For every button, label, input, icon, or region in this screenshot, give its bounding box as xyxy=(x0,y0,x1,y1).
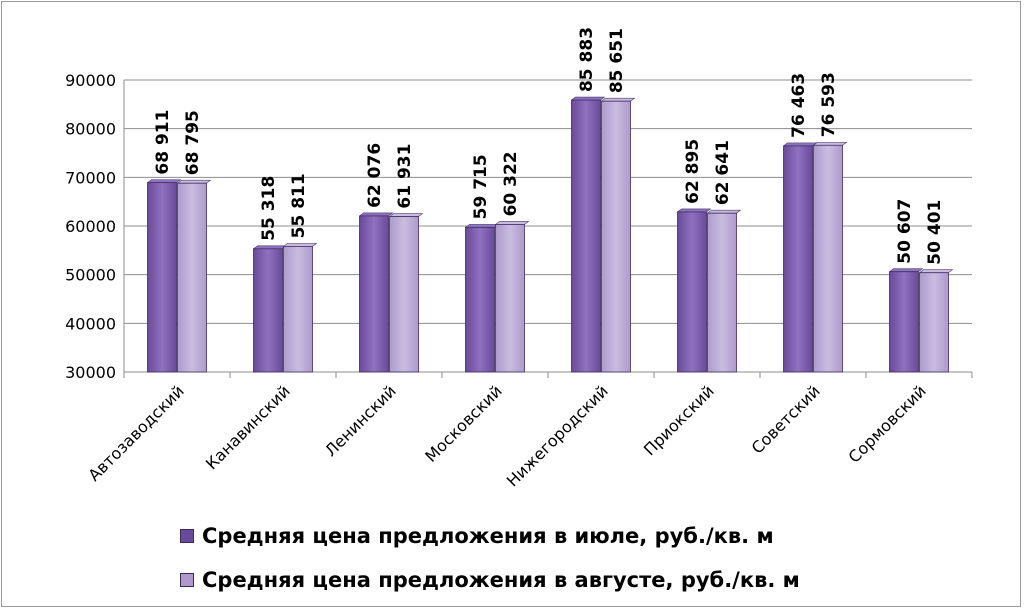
bar-top-cap xyxy=(252,245,288,250)
x-category-label: Сормовский xyxy=(845,381,930,466)
bar xyxy=(253,248,283,373)
y-tick-label: 70000 xyxy=(65,168,116,187)
bar-top-cap xyxy=(494,221,530,225)
data-label: 55 811 xyxy=(289,173,309,238)
gridlines xyxy=(124,79,972,373)
bar xyxy=(283,245,313,373)
bar xyxy=(601,100,631,373)
bar xyxy=(889,271,919,373)
y-tick-label: 50000 xyxy=(65,266,116,285)
x-category-label: Советский xyxy=(748,381,824,457)
bar xyxy=(465,226,495,373)
x-category-label: Нижегородский xyxy=(503,381,612,490)
x-category-label: Автозаводский xyxy=(84,381,187,484)
y-tick-label: 80000 xyxy=(65,120,116,139)
bar-top-cap xyxy=(676,208,712,213)
legend: Средняя цена предложения в июле, руб./кв… xyxy=(180,514,800,602)
legend-swatch-august xyxy=(180,573,194,587)
x-category-label: Приокский xyxy=(640,381,718,459)
bar xyxy=(147,182,177,373)
legend-label-august: Средняя цена предложения в августе, руб.… xyxy=(202,568,800,592)
y-tick-label: 60000 xyxy=(65,217,116,236)
data-label: 62 641 xyxy=(713,140,733,205)
bar-top-cap xyxy=(706,209,742,214)
bar-chart: 68 911 68 795 55 318 55 811 62 076 61 931 59 7… xyxy=(65,27,973,490)
data-label: 85 883 xyxy=(577,27,597,92)
bar xyxy=(389,216,419,373)
x-category-labels: Автозаводский Канавинский Ленинский Московс… xyxy=(84,381,929,490)
bar xyxy=(677,211,707,373)
data-label: 62 076 xyxy=(365,143,385,208)
bar xyxy=(919,272,949,373)
data-label: 68 795 xyxy=(183,110,203,175)
legend-item-july: Средняя цена предложения в июле, руб./кв… xyxy=(180,514,800,558)
bar-top-cap xyxy=(812,141,848,146)
data-label: 60 322 xyxy=(501,151,521,216)
data-label: 59 715 xyxy=(471,154,491,219)
bars xyxy=(146,96,954,373)
bar-top-cap xyxy=(358,212,394,217)
data-labels: 68 911 68 795 55 318 55 811 62 076 61 931 59 7… xyxy=(153,27,945,265)
y-tick-label: 40000 xyxy=(65,314,116,333)
y-tick-label: 90000 xyxy=(65,71,116,90)
bar xyxy=(707,212,737,373)
y-tick-label: 30000 xyxy=(65,363,116,382)
bar xyxy=(359,215,389,373)
bar-top-cap xyxy=(464,224,500,228)
x-category-label: Московский xyxy=(421,381,506,466)
legend-label-july: Средняя цена предложения в июле, руб./кв… xyxy=(202,524,774,548)
data-label: 55 318 xyxy=(259,176,279,241)
legend-item-august: Средняя цена предложения в августе, руб.… xyxy=(180,558,800,602)
bar-top-cap xyxy=(782,142,818,147)
bar-top-cap xyxy=(888,268,924,273)
x-category-label: Канавинский xyxy=(202,381,294,473)
bar xyxy=(571,99,601,373)
legend-swatch-july xyxy=(180,529,194,543)
axes xyxy=(123,80,973,378)
bar-top-cap xyxy=(388,213,424,217)
bar-top-cap xyxy=(600,97,636,102)
data-label: 76 463 xyxy=(789,73,809,138)
data-label: 61 931 xyxy=(395,144,415,209)
bar-top-cap xyxy=(282,243,318,247)
data-label: 76 593 xyxy=(819,72,839,137)
data-label: 68 911 xyxy=(153,110,173,175)
bar-top-cap xyxy=(176,179,212,184)
x-category-label: Ленинский xyxy=(321,381,400,460)
data-label: 50 607 xyxy=(895,199,915,264)
bar xyxy=(495,224,525,373)
bar xyxy=(813,144,843,373)
y-tick-labels: 30000 40000 50000 60000 70000 80000 90000 xyxy=(65,71,116,382)
data-label: 50 401 xyxy=(925,200,945,265)
data-label: 62 895 xyxy=(683,139,703,204)
bar-top-cap xyxy=(146,179,182,183)
bar xyxy=(783,145,813,373)
data-label: 85 651 xyxy=(607,28,627,93)
bar-top-cap xyxy=(570,96,606,101)
bar-top-cap xyxy=(918,269,954,274)
bar xyxy=(177,182,207,373)
